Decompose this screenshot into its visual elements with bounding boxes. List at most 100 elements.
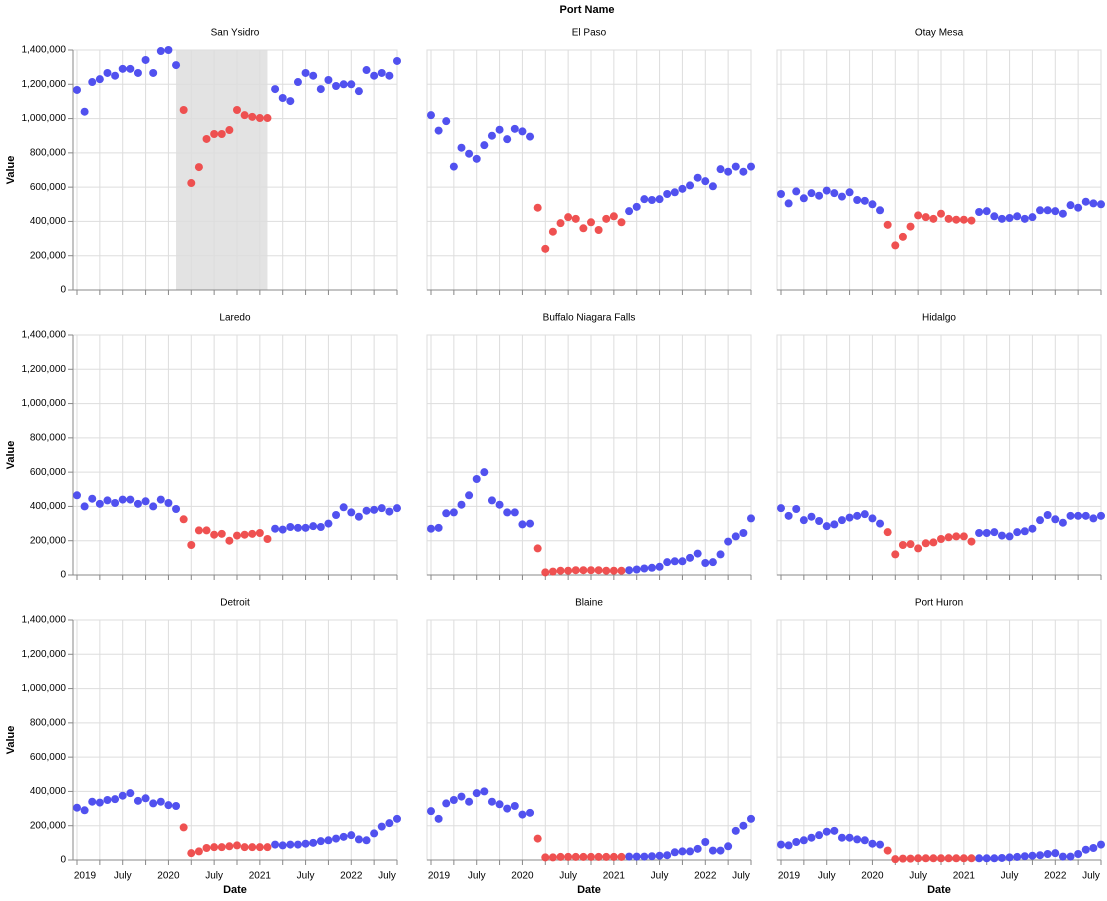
facet-title: Hidalgo [922,313,956,324]
point [883,528,892,537]
point [217,843,226,852]
point [347,80,356,89]
point [1089,199,1098,208]
point [286,840,295,849]
point [271,524,280,533]
point [103,496,112,505]
point [556,852,565,861]
point [777,190,785,198]
point [997,531,1006,540]
point [172,802,181,810]
point [579,852,588,861]
point [906,854,915,863]
point [747,814,755,823]
y-tick-label: 200,000 [30,535,67,546]
point [434,126,443,135]
point [1081,845,1090,854]
point [457,143,466,152]
point [156,495,165,504]
point [609,212,618,221]
point [898,541,907,549]
point [914,854,923,863]
point [118,791,127,800]
x-tick-label: July [732,871,750,882]
point [1005,853,1014,862]
point [990,528,999,537]
point [472,789,481,798]
point [602,214,611,223]
point [442,509,451,518]
point [853,196,862,204]
point [739,529,748,537]
point [799,194,808,203]
point [263,114,272,123]
point [354,835,363,844]
point [187,179,196,188]
point [141,794,150,803]
point [518,127,527,136]
point [487,797,496,806]
point [670,557,679,566]
point [187,849,196,858]
point [1074,511,1083,520]
point [860,510,869,519]
point [332,511,341,519]
point [655,851,664,860]
point [784,199,793,208]
point [807,833,816,842]
point [1036,206,1045,215]
point [271,85,280,94]
point [457,500,466,509]
point [587,218,595,227]
point [891,550,900,559]
point [1097,840,1105,849]
point [1020,852,1029,861]
x-axis-label: Date [577,884,601,896]
point [293,78,302,87]
point [716,165,725,174]
point [663,851,672,860]
point [815,831,824,840]
x-axis-label: Date [223,884,247,896]
point [347,508,356,517]
point [233,531,241,540]
x-tick-label: July [818,871,836,882]
point [164,801,173,810]
point [708,846,717,855]
point [255,843,264,852]
point [427,111,435,120]
point [510,802,519,810]
y-tick-label: 1,000,000 [22,113,67,124]
point [240,843,249,852]
point [95,798,104,807]
x-tick-label: July [114,871,132,882]
point [587,852,595,861]
point [571,566,580,575]
y-tick-label: 400,000 [30,216,67,227]
point [860,836,869,845]
point [876,840,885,849]
point [944,533,953,542]
point [807,189,816,198]
point [393,56,401,65]
point [777,840,785,849]
point [248,112,257,121]
point [655,562,664,571]
point [1097,200,1105,209]
point [503,508,512,517]
point [853,511,862,520]
y-tick-label: 1,000,000 [22,398,67,409]
plot-border [426,334,752,576]
point [133,68,142,77]
point [434,814,443,823]
point [975,529,984,537]
point [868,514,877,523]
point [594,852,603,861]
point [571,852,580,861]
point [647,196,656,204]
point [693,844,702,853]
point [526,808,535,817]
point [678,184,687,193]
point [427,807,435,816]
point [80,107,89,116]
